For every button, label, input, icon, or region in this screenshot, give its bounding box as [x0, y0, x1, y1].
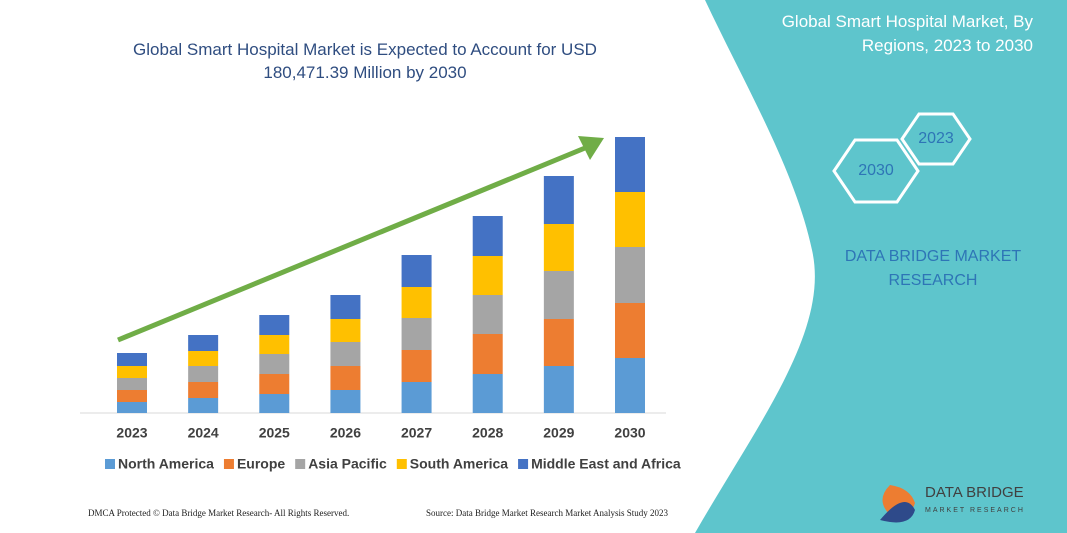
bar-segment — [330, 319, 361, 342]
x-tick-label: 2025 — [259, 425, 290, 441]
logo-sub: MARKET RESEARCH — [925, 507, 1025, 514]
brand-text: DATA BRIDGE MARKET RESEARCH — [844, 248, 1022, 289]
bar-segment — [543, 176, 574, 224]
x-tick-label: 2029 — [543, 425, 574, 441]
legend-label: North America — [118, 456, 214, 472]
bar-segment — [188, 398, 219, 413]
bar-segment — [188, 335, 219, 351]
bar-segment — [401, 287, 432, 318]
legend-swatch — [518, 459, 529, 469]
bar-segment — [117, 366, 147, 378]
bar-segment — [117, 353, 147, 366]
bar-segment — [543, 366, 574, 413]
chart-title: Global Smart Hospital Market is Expected… — [133, 40, 597, 82]
x-tick-label: 2027 — [401, 425, 432, 441]
bar-segment — [330, 342, 361, 366]
bar-segment — [401, 350, 432, 382]
bar-segment — [543, 224, 574, 271]
bar-segment — [615, 137, 645, 192]
bar-segment — [188, 366, 219, 382]
hexagon — [832, 138, 920, 204]
bar-segment — [330, 366, 361, 390]
bar-segment — [401, 255, 432, 287]
arrow-head — [578, 136, 604, 160]
bar-segment — [401, 318, 432, 350]
bar-segment — [330, 390, 361, 413]
bar-segment — [615, 192, 645, 247]
bar-segment — [188, 382, 219, 398]
bar-segment — [117, 402, 147, 413]
logo-mark — [880, 502, 915, 523]
legend-swatch — [105, 459, 115, 469]
footer-left: DMCA Protected © Data Bridge Market Rese… — [88, 508, 349, 518]
hex-label: 2030 — [858, 162, 894, 179]
bar-segment — [543, 319, 574, 366]
side-panel — [695, 0, 1067, 533]
bar-segment — [259, 315, 290, 335]
bar-segment — [259, 354, 290, 374]
legend-label: Europe — [237, 456, 285, 472]
bar-segment — [401, 382, 432, 413]
bar-segment — [259, 335, 290, 354]
x-tick-label: 2026 — [330, 425, 361, 441]
legend-label: South America — [410, 456, 508, 472]
logo-name: DATA BRIDGE — [925, 484, 1024, 501]
bar-segment — [615, 247, 645, 303]
bar-segment — [472, 295, 503, 334]
x-tick-label: 2024 — [188, 425, 219, 441]
x-tick-label: 2030 — [614, 425, 645, 441]
legend-label: Middle East and Africa — [531, 456, 681, 472]
bar-segment — [330, 295, 361, 319]
bar-segment — [543, 271, 574, 319]
legend-swatch — [223, 459, 234, 469]
x-tick-label: 2028 — [472, 425, 503, 441]
legend-swatch — [295, 459, 306, 469]
bar-segment — [117, 390, 147, 402]
trend-arrow — [117, 145, 586, 343]
bar-segment — [472, 374, 503, 413]
bar-segment — [472, 216, 503, 256]
bar-segment — [615, 358, 645, 413]
bar-segment — [259, 374, 290, 394]
bar-segment — [259, 394, 290, 413]
panel-title: Global Smart Hospital Market, By Regions… — [781, 12, 1033, 55]
bar-segment — [188, 351, 219, 366]
hex-label: 2023 — [918, 130, 954, 147]
bar-segment — [117, 378, 147, 390]
hexagon — [900, 112, 972, 166]
x-tick-label: 2023 — [116, 425, 147, 441]
footer-right: Source: Data Bridge Market Research Mark… — [426, 508, 668, 518]
bar-segment — [472, 256, 503, 295]
bar-segment — [472, 334, 503, 374]
legend-swatch — [396, 459, 407, 469]
bar-segment — [615, 303, 645, 358]
legend-label: Asia Pacific — [308, 456, 387, 472]
